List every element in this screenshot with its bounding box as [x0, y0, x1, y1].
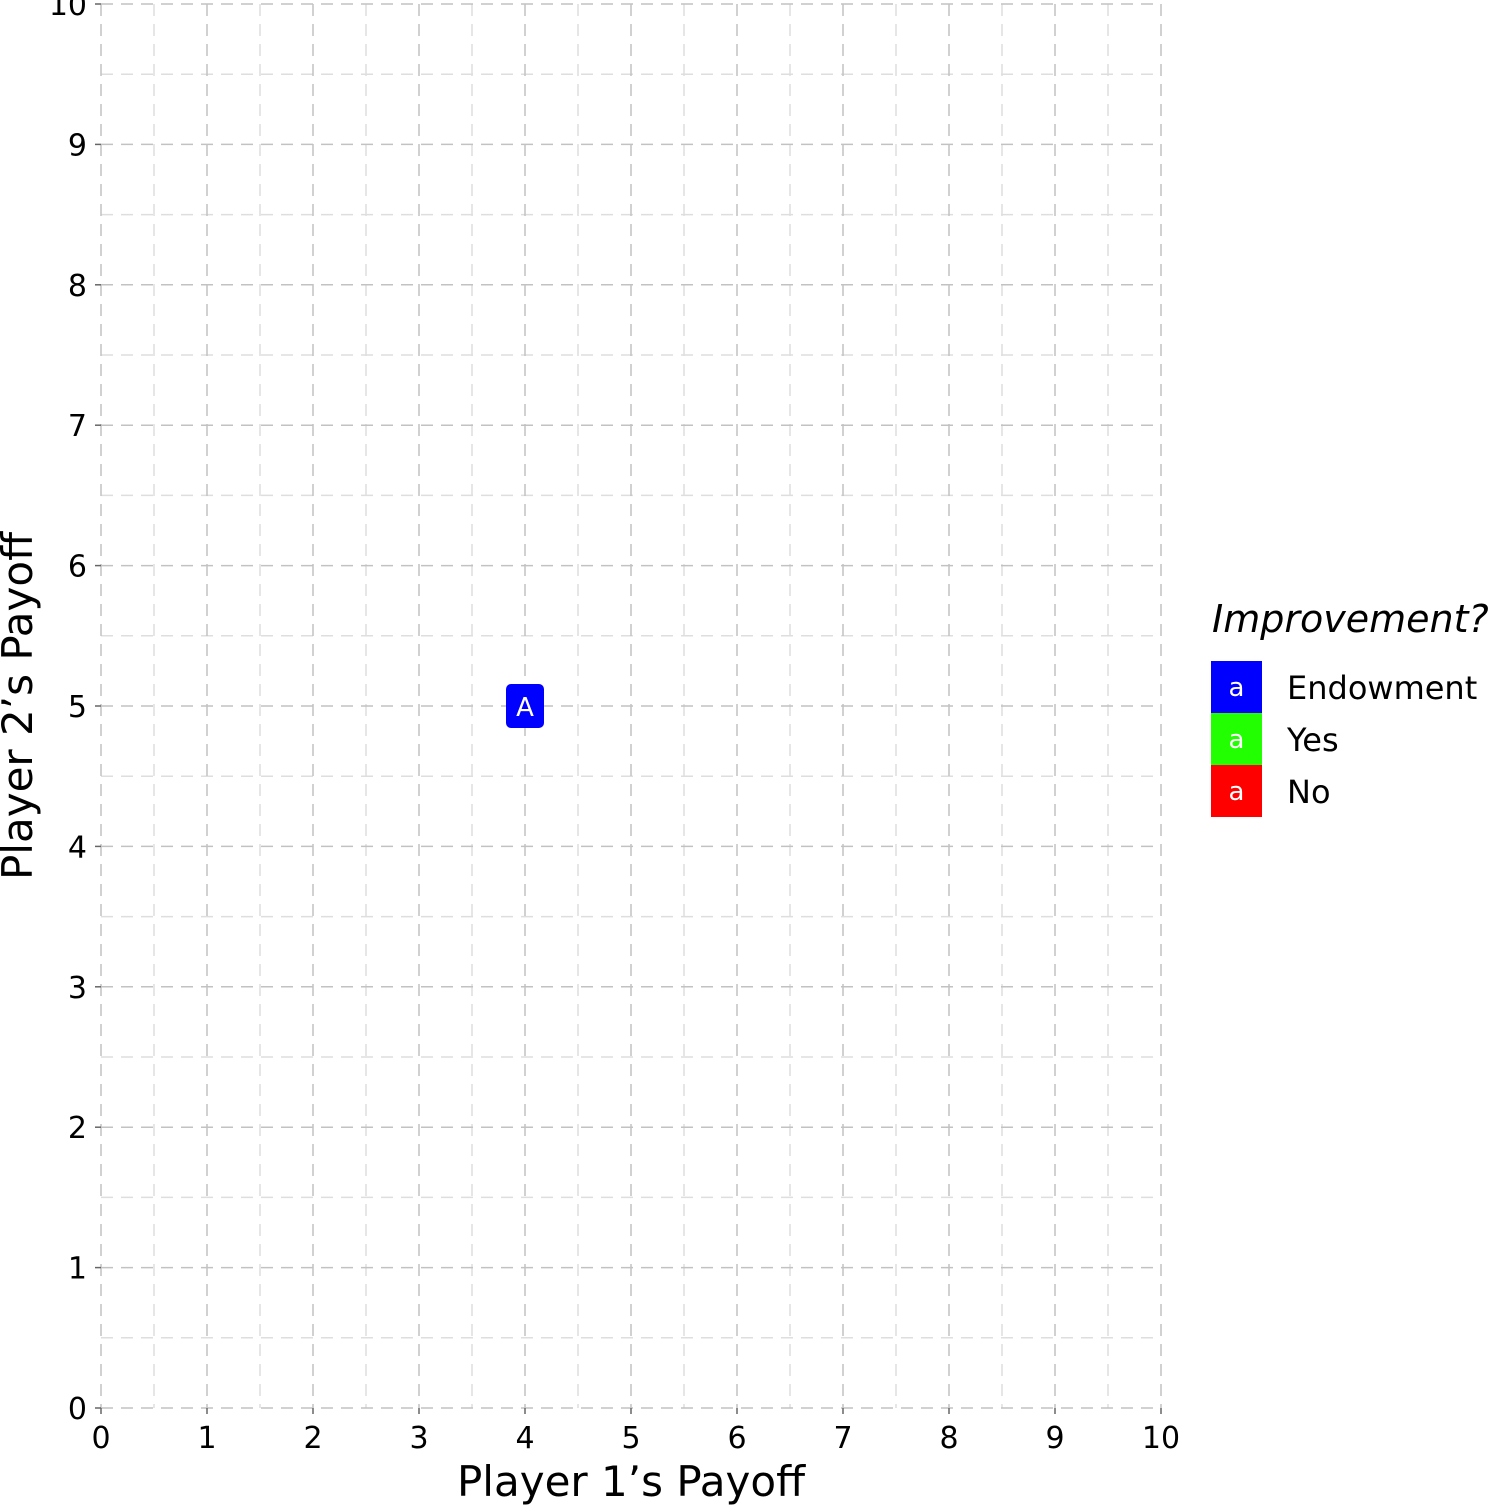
legend-key [1211, 765, 1262, 817]
ticks-layer: 0 1 2 3 4 5 6 7 8 9 10 0 1 2 3 4 5 6 7 8 9 10 [49, 0, 1180, 1456]
legend-entry: a Yes [1211, 713, 1339, 765]
x-tick-label: 0 [91, 1421, 110, 1456]
x-tick-label: 9 [1045, 1421, 1064, 1456]
x-tick-label: 3 [409, 1421, 428, 1456]
x-tick-label: 5 [621, 1421, 640, 1456]
point-label-text: A [516, 693, 534, 723]
legend-entry: a No [1211, 765, 1331, 817]
x-tick-label: 2 [303, 1421, 322, 1456]
x-tick-label: 6 [727, 1421, 746, 1456]
legend-label: No [1287, 773, 1331, 811]
point-label-A: A [506, 684, 544, 728]
legend-key [1211, 661, 1262, 713]
legend-entries: a Endowment a Yes a No [1211, 661, 1477, 817]
x-tick-label: 7 [833, 1421, 852, 1456]
points-layer: A [506, 684, 544, 728]
y-tick-label: 4 [68, 830, 87, 865]
legend-key [1211, 713, 1262, 765]
legend-entry: a Endowment [1211, 661, 1477, 713]
y-tick-label: 7 [68, 409, 87, 444]
x-tick-label: 4 [515, 1421, 534, 1456]
y-tick-label: 8 [68, 269, 87, 304]
y-tick-label: 3 [68, 971, 87, 1006]
y-tick-label: 1 [68, 1252, 87, 1287]
x-tick-label: 1 [197, 1421, 216, 1456]
y-axis-title: Player 2’s Payoff [0, 531, 42, 880]
y-tick-label: 5 [68, 690, 87, 725]
grid-layer [100, 3, 1162, 1409]
legend-key-glyph: a [1229, 673, 1245, 703]
y-tick-label: 0 [68, 1392, 87, 1427]
y-tick-label: 10 [49, 0, 87, 23]
legend-key-glyph: a [1229, 725, 1245, 755]
x-axis-title: Player 1’s Payoff [457, 1457, 806, 1506]
x-tick-label: 10 [1142, 1421, 1180, 1456]
point-label-box [506, 684, 544, 728]
legend-label: Endowment [1287, 669, 1477, 707]
legend-key-glyph: a [1229, 777, 1245, 807]
legend-label: Yes [1286, 721, 1339, 759]
y-tick-label: 2 [68, 1111, 87, 1146]
y-tick-label: 9 [68, 128, 87, 163]
legend-title: Improvement? [1212, 597, 1489, 641]
x-tick-label: 8 [939, 1421, 958, 1456]
y-tick-label: 6 [68, 550, 87, 585]
legend: Improvement? a Endowment a Yes a No [1211, 597, 1489, 817]
